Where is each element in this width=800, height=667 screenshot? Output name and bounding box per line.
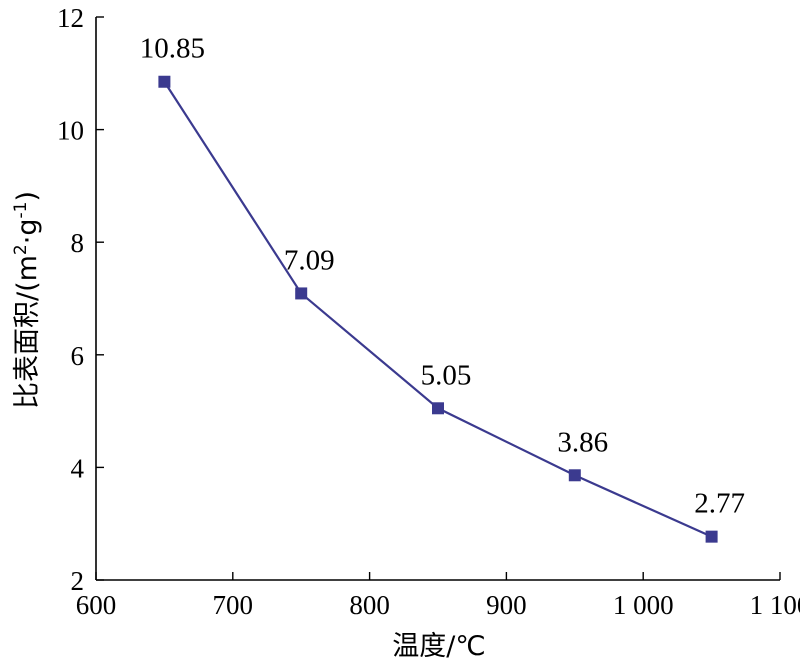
data-label: 3.86 [557,426,608,458]
data-label: 5.05 [421,359,472,391]
y-axis-title: 比表面积/(m2·g-1) [11,191,43,409]
data-point-marker [158,75,171,88]
y-tick-label: 6 [71,341,85,371]
y-tick-label: 12 [57,3,84,33]
data-point-marker [295,287,308,300]
x-ticks: 600 700 800 900 1 000 1 100 [76,572,800,620]
series-layer [158,75,718,543]
data-labels: 10.85 7.09 5.05 3.86 2.77 [140,33,745,520]
x-axis-title: 温度/℃ [392,631,485,662]
axes [95,17,780,581]
data-point-marker [432,402,444,415]
y-axis-title-sup2: -1 [11,202,31,219]
y-ticks: 2 4 6 8 10 12 [57,3,104,596]
x-tick-label: 1 000 [613,590,674,620]
data-point-marker [705,530,718,543]
x-tick-label: 700 [213,590,254,620]
data-label: 2.77 [694,488,745,520]
y-tick-label: 4 [71,453,85,483]
y-axis-title-main: 比表面积/(m [12,255,43,409]
series-line [163,81,713,538]
y-axis-title-mid: ·g [12,219,43,245]
x-tick-label: 1 100 [750,590,800,620]
data-label: 7.09 [284,244,335,276]
x-tick-label: 600 [76,590,117,620]
data-label: 10.85 [140,33,205,65]
x-tick-label: 800 [349,590,390,620]
data-point-marker [568,469,581,482]
y-axis-title-end: ) [12,191,43,202]
y-axis-title-sup1: 2 [11,244,31,255]
y-tick-label: 2 [71,566,85,596]
y-tick-label: 10 [57,116,84,146]
y-tick-label: 8 [71,228,85,258]
x-tick-label: 900 [486,590,527,620]
